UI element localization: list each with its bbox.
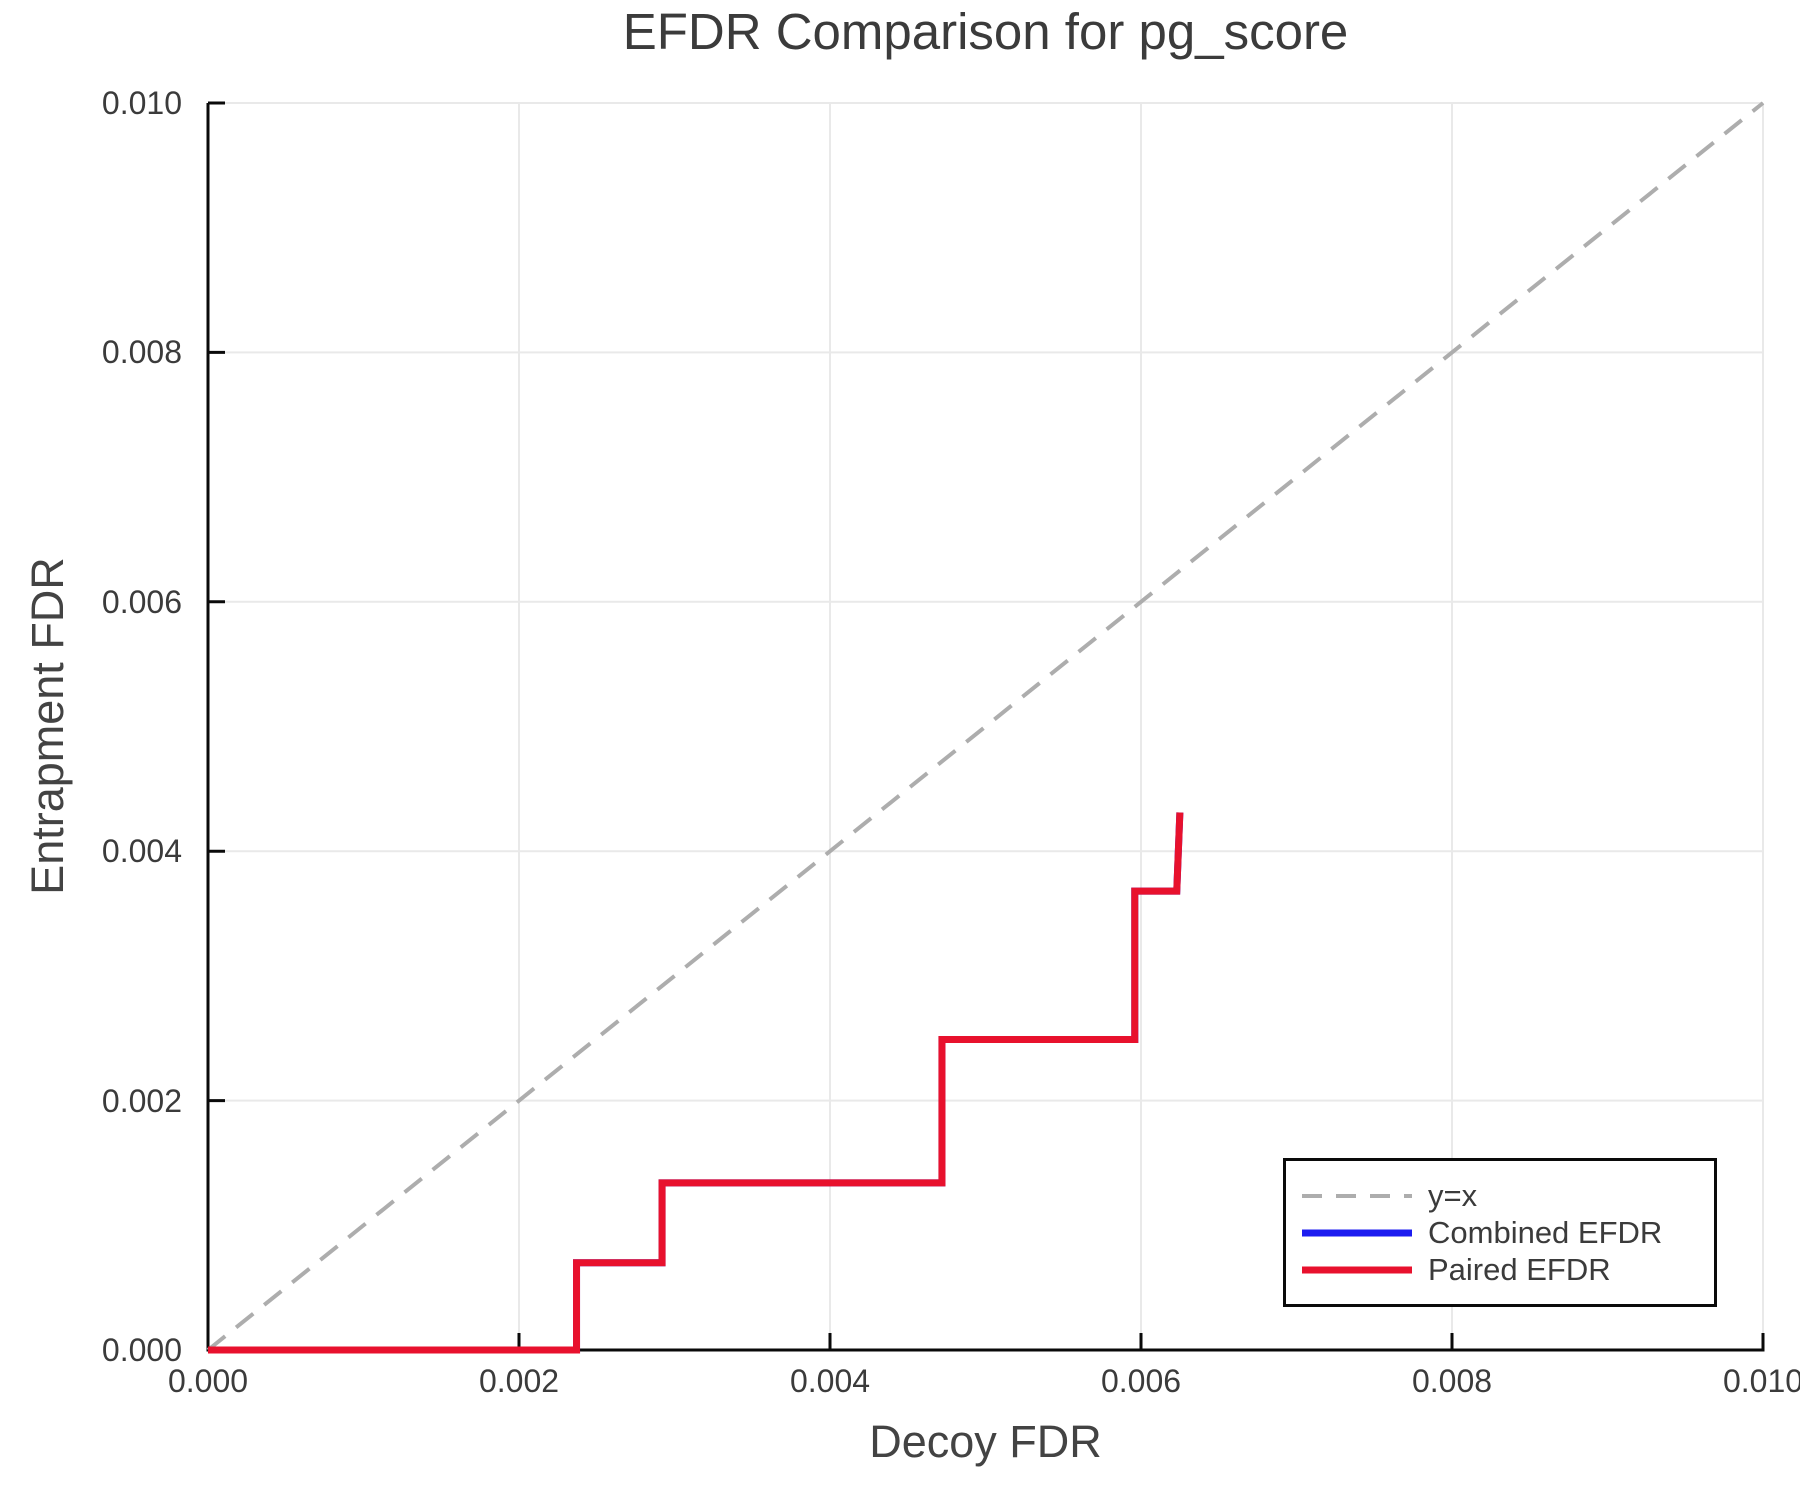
legend-label-paired-efdr: Paired EFDR	[1428, 1251, 1611, 1287]
legend-row-paired-efdr: Paired EFDR	[1302, 1251, 1714, 1288]
y-tick-label: 0.010	[101, 85, 182, 121]
series-line-paired-efdr	[208, 812, 1184, 1354]
blue-line-icon	[1302, 1229, 1412, 1236]
x-tick-label: 0.002	[478, 1363, 560, 1399]
legend-label-yx: y=x	[1428, 1177, 1478, 1213]
legend-row-combined-efdr: Combined EFDR	[1302, 1214, 1714, 1251]
x-tick-label: 0.008	[1411, 1363, 1493, 1399]
x-tick-label: 0.006	[1100, 1363, 1182, 1399]
series-line-combined-efdr	[208, 812, 1184, 1354]
y-axis-label: Entrapment FDR	[22, 557, 73, 895]
x-tick-label: 0.000	[167, 1363, 249, 1399]
dashed-line-icon	[1302, 1193, 1412, 1198]
legend-label-combined-efdr: Combined EFDR	[1428, 1214, 1663, 1250]
red-line-icon	[1302, 1266, 1412, 1273]
y-tick-label: 0.006	[101, 583, 182, 620]
y-tick-label: 0.002	[101, 1082, 182, 1119]
x-axis-label: Decoy FDR	[869, 1416, 1102, 1467]
y-tick-label: 0.004	[101, 833, 182, 870]
series-line-y-x	[206, 101, 1765, 1352]
y-tick-label: 0.008	[101, 334, 182, 371]
y-tick-label: 0.000	[101, 1332, 182, 1368]
x-tick-label: 0.010	[1722, 1363, 1800, 1399]
x-tick-label: 0.004	[789, 1363, 871, 1399]
legend: y=x Combined EFDR Paired EFDR	[1283, 1158, 1717, 1307]
chart-title: EFDR Comparison for pg_score	[622, 3, 1349, 60]
legend-row-yx: y=x	[1302, 1177, 1714, 1214]
